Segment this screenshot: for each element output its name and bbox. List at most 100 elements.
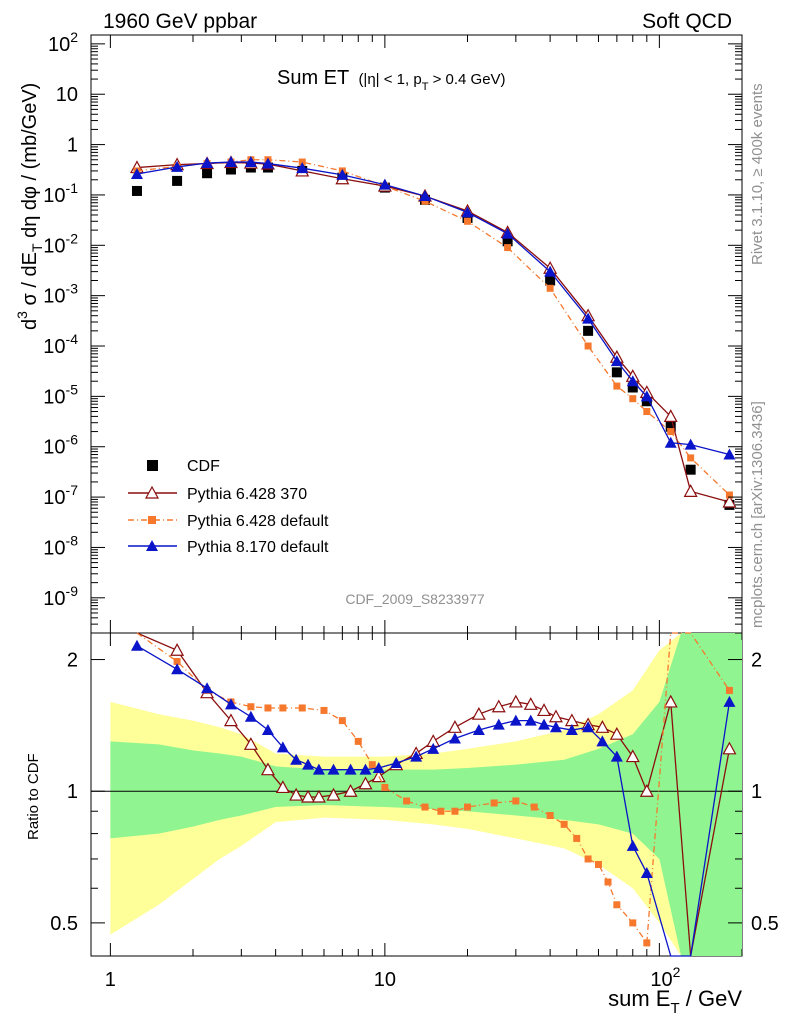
ratio-y-tick-label-left: 1	[67, 781, 78, 803]
ratio-point-pythia-6-428-default	[354, 737, 362, 745]
ratio-point-pythia-6-428-370	[609, 726, 624, 740]
ratio-point-pythia-6-428-370	[371, 769, 386, 783]
ratio-point-pythia-6-428-default	[451, 807, 459, 815]
ratio-point-pythia-8-170-default	[344, 763, 357, 775]
ratio-point-pythia-6-428-370	[537, 703, 552, 717]
ratio-point-pythia-8-170-default	[538, 718, 551, 730]
ratio-point-pythia-6-428-370	[663, 694, 678, 708]
ratio-point-pythia-8-170-default	[171, 663, 184, 675]
y-axis-label-ratio: Ratio to CDF	[25, 753, 42, 840]
ratio-point-pythia-6-428-370	[358, 776, 373, 790]
x-tick-label: 1	[105, 969, 116, 991]
ratio-point-pythia-8-170-default	[244, 710, 257, 722]
ratio-point-pythia-6-428-default	[560, 820, 568, 828]
main-point-pythia-8-170-default	[610, 355, 623, 367]
main-point-pythia-8-170-default	[244, 156, 257, 168]
ratio-point-pythia-6-428-default	[381, 783, 389, 791]
ratio-point-pythia-8-170-default	[410, 750, 423, 762]
rivet-label: Rivet 3.1.10, ≥ 400k events	[749, 83, 766, 265]
ratio-point-pythia-6-428-370	[471, 706, 486, 720]
main-point-pythia-8-170-default	[336, 168, 349, 180]
ratio-point-pythia-8-170-default	[130, 639, 143, 651]
ratio-point-pythia-6-428-default	[643, 939, 651, 947]
ylabel-pre: d	[19, 319, 41, 330]
ratio-point-pythia-6-428-370	[548, 709, 563, 723]
ratio-point-pythia-6-428-370	[491, 699, 506, 713]
ratio-point-pythia-8-170-default	[302, 758, 315, 770]
ratio-point-pythia-8-170-default	[327, 763, 340, 775]
ratio-point-pythia-8-170-default	[565, 724, 578, 736]
y-tick-label-main: 10-4	[43, 331, 78, 358]
process-label: Soft QCD	[642, 10, 732, 33]
ratio-point-pythia-6-428-default	[546, 811, 554, 819]
main-line-pythia-6-428-default	[136, 159, 730, 496]
legend-entry-py6-370: Pythia 6.428 370	[128, 485, 307, 503]
ratio-point-pythia-6-428-default	[247, 703, 255, 711]
ratio-point-pythia-6-428-default	[613, 901, 621, 909]
ratio-band-group	[110, 633, 743, 956]
ratio-point-pythia-8-170-default	[372, 761, 385, 773]
ratio-y-tick-label-left: 0.5	[50, 913, 78, 935]
ratio-point-pythia-6-428-default	[490, 799, 498, 807]
ratio-point-pythia-8-170-default	[201, 682, 214, 694]
ratio-point-pythia-8-170-default	[524, 714, 537, 726]
ylabel-sup: 3	[14, 311, 30, 319]
main-point-pythia-8-170-default	[640, 390, 653, 402]
ratio-point-pythia-8-170-default	[312, 763, 325, 775]
ratio-point-pythia-6-428-370	[260, 762, 275, 776]
legend-marker-py6-370	[144, 485, 160, 499]
analysis-id: CDF_2009_S8233977	[345, 591, 485, 607]
y-axis-label-main: d3 σ / dET dη dφ / (mb/GeV)	[14, 83, 45, 330]
legend-marker-py8-default	[146, 540, 158, 551]
legend: CDF Pythia 6.428 370 Pythia 6.428 defaul…	[128, 458, 329, 556]
ratio-point-pythia-8-170-default	[427, 742, 440, 754]
main-point-pythia-8-170-default	[201, 157, 214, 169]
panel-title: Sum ET (|η| < 1, pT > 0.4 GeV)	[277, 67, 506, 93]
panel-title-cut-end: > 0.4 GeV)	[428, 71, 505, 88]
ratio-point-pythia-8-170-default	[640, 867, 653, 879]
main-point-pythia-6-428-default	[421, 197, 429, 205]
ratio-point-pythia-6-428-370	[223, 713, 238, 727]
ratio-point-pythia-8-170-default	[390, 757, 403, 769]
legend-entry-py8-default: Pythia 8.170 default	[128, 539, 329, 556]
ratio-point-pythia-6-428-default	[403, 797, 411, 805]
axis-tick-labels-group: 10210110-110-210-310-410-510-610-710-810…	[43, 29, 779, 991]
ratio-point-pythia-6-428-370	[508, 694, 523, 708]
ratio-point-pythia-6-428-default	[573, 834, 581, 842]
main-point-pythia-8-170-default	[461, 206, 474, 218]
main-point-pythia-8-170-default	[130, 168, 143, 180]
main-point-cdf	[502, 236, 513, 247]
y-tick-label-main: 1	[67, 135, 78, 157]
xlabel-post: / GeV	[680, 986, 743, 1011]
main-point-cdf	[583, 325, 594, 336]
main-point-pythia-6-428-370	[683, 484, 698, 497]
main-point-pythia-6-428-default	[643, 408, 651, 416]
ratio-point-pythia-8-170-default	[610, 750, 623, 762]
main-point-cdf	[172, 175, 183, 186]
y-tick-label-main: 10-6	[43, 432, 78, 459]
ratio-point-pythia-8-170-default	[509, 714, 522, 726]
ratio-point-pythia-6-428-default	[464, 803, 472, 811]
ratio-point-pythia-8-170-default	[224, 698, 237, 710]
y-tick-label-main: 10	[56, 84, 78, 106]
ylabel-post: dη dφ / (mb/GeV)	[19, 83, 41, 244]
y-tick-label-main: 10-7	[43, 482, 78, 509]
legend-label-py6-default: Pythia 6.428 default	[187, 513, 329, 530]
ratio-point-pythia-6-428-default	[368, 761, 376, 769]
ratio-point-pythia-6-428-default	[512, 797, 520, 805]
ratio-point-pythia-8-170-default	[448, 732, 461, 744]
y-tick-label-main: 10-2	[43, 230, 78, 257]
main-point-pythia-8-170-default	[664, 436, 677, 448]
ratio-point-pythia-6-428-default	[320, 706, 328, 714]
y-tick-label-main: 10-9	[43, 583, 78, 610]
ratio-point-pythia-6-428-370	[722, 741, 737, 755]
ratio-y-tick-label-right: 0.5	[751, 913, 779, 935]
main-point-pythia-6-428-default	[584, 342, 592, 350]
main-point-cdf	[627, 382, 638, 393]
ratio-point-pythia-6-428-default	[604, 878, 612, 886]
ratio-point-pythia-6-428-370	[523, 697, 538, 710]
ratio-point-pythia-8-170-default	[290, 753, 303, 765]
xlabel-pre: sum E	[608, 986, 670, 1011]
ratio-point-pythia-6-428-370	[311, 789, 326, 803]
ratio-point-pythia-8-170-default	[596, 735, 609, 747]
